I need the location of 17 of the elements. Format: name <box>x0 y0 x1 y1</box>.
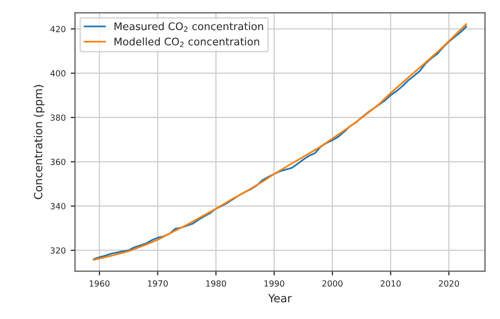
y-tick-label: 360 <box>50 158 66 166</box>
y-axis-title: Concentration (ppm) <box>34 85 45 200</box>
y-tick-label: 420 <box>50 26 66 32</box>
x-tick-label: 1960 <box>90 280 110 287</box>
x-tick-label: 2020 <box>438 280 459 287</box>
legend-label: Modelled CO$_{2}$ concentration <box>114 37 260 48</box>
y-tick-label: 400 <box>50 70 66 76</box>
x-tick-label: 1980 <box>206 280 226 287</box>
legend-label: Measured CO$_{2}$ concentration <box>114 22 264 32</box>
x-tick-label: 1990 <box>264 280 284 287</box>
y-tick-label: 320 <box>50 247 66 254</box>
y-tick-label: 380 <box>50 114 66 121</box>
y-tick-label: 340 <box>50 203 66 210</box>
x-tick-label: 2010 <box>380 280 401 287</box>
x-tick-label: 1970 <box>148 280 168 287</box>
x-axis-title: Year <box>268 294 292 302</box>
x-tick-label: 2000 <box>322 280 342 287</box>
